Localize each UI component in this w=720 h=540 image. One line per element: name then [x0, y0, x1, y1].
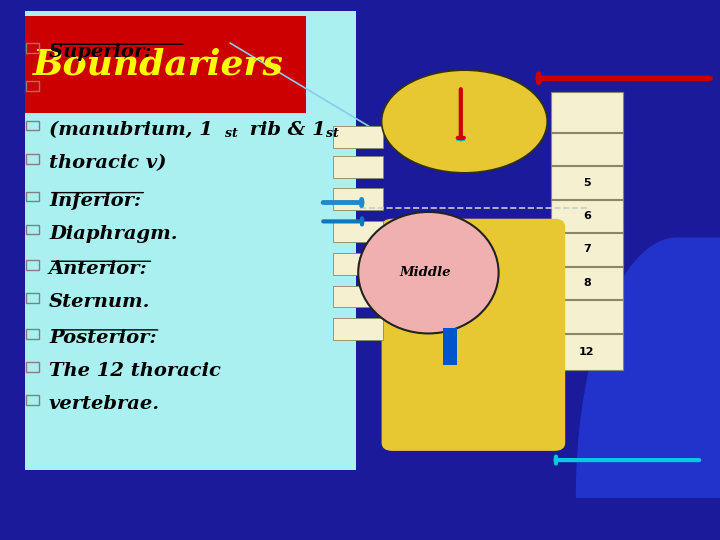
Text: Posterior:: Posterior: [49, 329, 156, 347]
FancyBboxPatch shape [333, 318, 383, 340]
FancyBboxPatch shape [333, 188, 383, 210]
FancyBboxPatch shape [25, 16, 306, 113]
Text: Diaphragm.: Diaphragm. [49, 225, 177, 243]
Text: st: st [225, 127, 238, 140]
FancyBboxPatch shape [333, 221, 383, 242]
Text: The 12 thoracic: The 12 thoracic [49, 362, 221, 380]
Text: (manubrium, 1: (manubrium, 1 [49, 120, 213, 139]
Bar [26, 81, 39, 91]
Text: Boundariers: Boundariers [32, 48, 283, 82]
FancyBboxPatch shape [443, 328, 457, 364]
Text: rib & 1: rib & 1 [243, 120, 326, 139]
FancyBboxPatch shape [551, 92, 623, 132]
Text: Inferior:: Inferior: [49, 192, 141, 210]
Bar [26, 395, 39, 405]
Bar [26, 329, 39, 339]
FancyBboxPatch shape [551, 200, 623, 232]
Text: Thoracic outlet:: Thoracic outlet: [49, 81, 223, 99]
Text: 12: 12 [579, 347, 595, 357]
FancyBboxPatch shape [333, 156, 383, 178]
Bar [26, 154, 39, 164]
Bar [26, 293, 39, 303]
Text: Sternum.: Sternum. [49, 293, 150, 312]
Text: Middle: Middle [399, 266, 451, 279]
Bar [26, 43, 39, 53]
FancyBboxPatch shape [551, 334, 623, 370]
FancyBboxPatch shape [551, 300, 623, 333]
Text: thoracic v): thoracic v) [49, 154, 166, 172]
Text: 7: 7 [583, 245, 590, 254]
Ellipse shape [359, 212, 498, 333]
FancyBboxPatch shape [551, 133, 623, 165]
Bar [26, 260, 39, 270]
Text: vertebrae.: vertebrae. [49, 395, 160, 413]
FancyBboxPatch shape [333, 286, 383, 307]
Text: 5: 5 [583, 178, 590, 187]
FancyBboxPatch shape [333, 253, 383, 275]
Text: st: st [326, 127, 339, 140]
Bar [26, 225, 39, 234]
FancyBboxPatch shape [382, 219, 565, 451]
Ellipse shape [382, 70, 547, 173]
Bar [26, 120, 39, 130]
FancyBboxPatch shape [551, 267, 623, 299]
Text: Anterior:: Anterior: [49, 260, 148, 278]
Text: 8: 8 [583, 278, 590, 288]
FancyBboxPatch shape [551, 233, 623, 266]
FancyBboxPatch shape [551, 166, 623, 199]
Text: Superior:: Superior: [49, 43, 171, 61]
FancyBboxPatch shape [25, 11, 356, 470]
Bar [26, 362, 39, 372]
Bar [26, 192, 39, 201]
Text: 6: 6 [583, 211, 590, 221]
FancyBboxPatch shape [333, 126, 383, 148]
